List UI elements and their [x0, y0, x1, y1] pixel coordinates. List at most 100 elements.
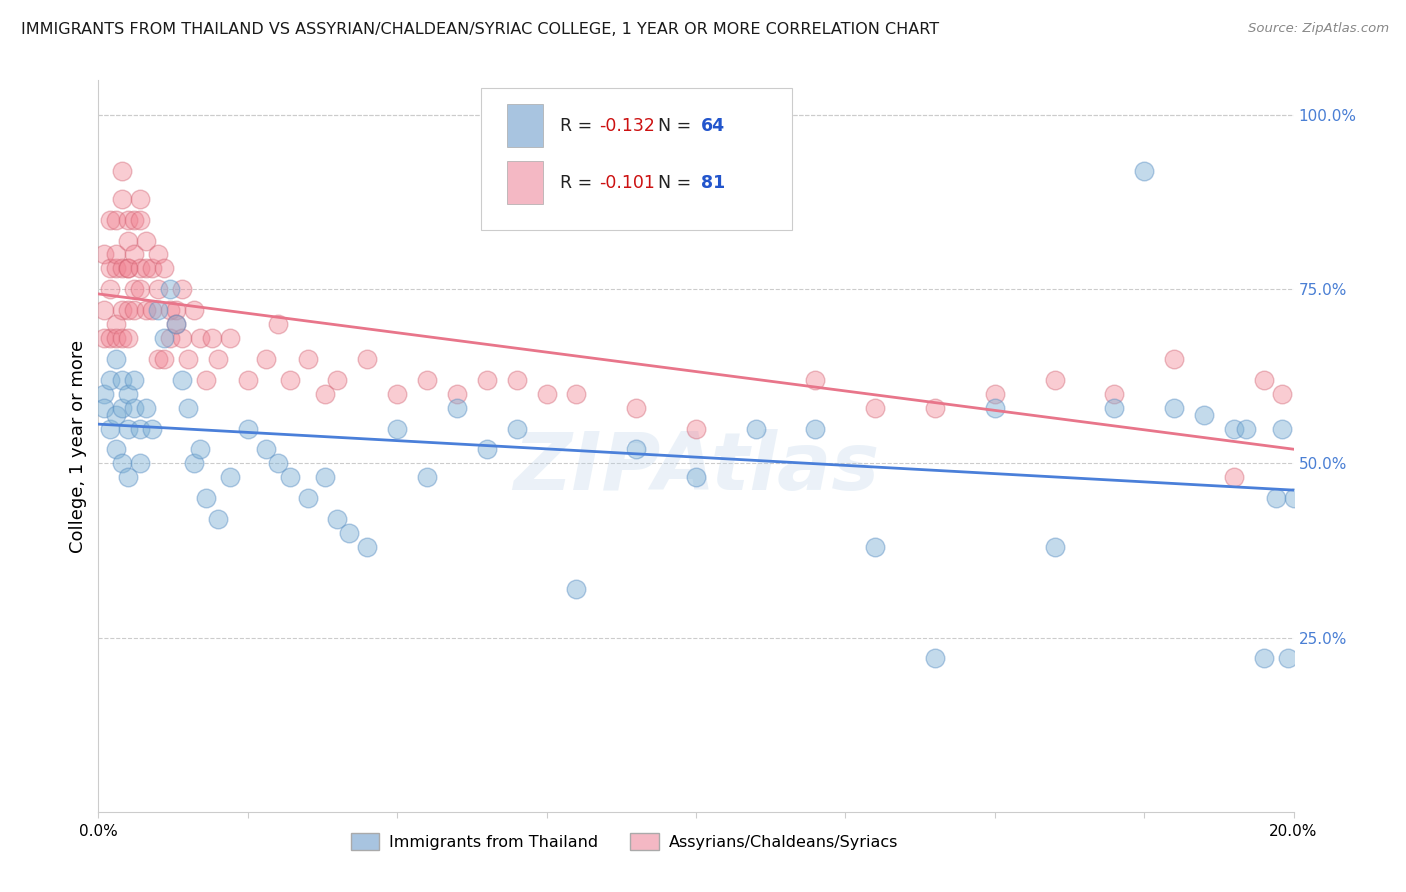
Point: [111, 303, 134, 318]
Point: [105, 212, 128, 227]
Text: N =: N =: [658, 174, 696, 192]
Point: [111, 331, 134, 345]
Point: [98, 331, 122, 345]
Point: [93, 303, 115, 318]
Point: [98, 261, 122, 276]
Point: [195, 491, 218, 506]
Point: [1104, 386, 1126, 401]
Point: [177, 351, 200, 366]
Point: [804, 373, 827, 387]
Point: [153, 331, 176, 345]
Point: [124, 373, 146, 387]
Point: [98, 373, 122, 387]
Point: [339, 526, 361, 541]
Point: [165, 317, 187, 331]
Point: [165, 303, 187, 318]
Text: Source: ZipAtlas.com: Source: ZipAtlas.com: [1249, 22, 1389, 36]
Point: [1192, 408, 1215, 422]
Point: [475, 373, 498, 387]
Text: ZIPAtlas: ZIPAtlas: [513, 429, 879, 507]
Point: [129, 282, 152, 296]
Point: [416, 470, 439, 484]
Point: [278, 373, 301, 387]
Point: [172, 331, 194, 345]
Point: [172, 282, 194, 296]
Point: [565, 582, 588, 596]
Point: [924, 401, 946, 415]
Point: [105, 442, 128, 457]
Point: [93, 247, 115, 261]
Point: [207, 512, 229, 526]
Point: [1253, 373, 1275, 387]
Point: [93, 386, 115, 401]
Point: [117, 212, 139, 227]
Point: [865, 401, 887, 415]
Point: [188, 331, 211, 345]
Point: [984, 386, 1007, 401]
Point: [124, 303, 146, 318]
Point: [129, 212, 152, 227]
Point: [626, 401, 648, 415]
Point: [105, 317, 128, 331]
Text: R =: R =: [560, 174, 598, 192]
Point: [153, 351, 176, 366]
Point: [141, 303, 163, 318]
Point: [1163, 351, 1185, 366]
Point: [356, 351, 378, 366]
Point: [98, 421, 122, 435]
Point: [124, 282, 146, 296]
Point: [141, 421, 163, 435]
Point: [117, 386, 139, 401]
Point: [278, 470, 301, 484]
Point: [188, 442, 211, 457]
Text: -0.101: -0.101: [599, 174, 655, 192]
Point: [685, 470, 707, 484]
Point: [141, 261, 163, 276]
Point: [98, 212, 122, 227]
Point: [326, 373, 349, 387]
Point: [416, 373, 439, 387]
Text: R =: R =: [560, 117, 598, 135]
Point: [124, 401, 146, 415]
Point: [129, 457, 152, 471]
Point: [356, 540, 378, 554]
Point: [207, 351, 229, 366]
Point: [446, 401, 468, 415]
Point: [1234, 421, 1257, 435]
Point: [117, 234, 139, 248]
Point: [385, 386, 409, 401]
Point: [924, 651, 946, 665]
Point: [1282, 491, 1305, 506]
Point: [165, 317, 187, 331]
Point: [135, 303, 157, 318]
Point: [685, 421, 707, 435]
Point: [105, 351, 128, 366]
Point: [219, 470, 242, 484]
Point: [105, 408, 128, 422]
Point: [135, 401, 157, 415]
Point: [201, 331, 224, 345]
Point: [326, 512, 349, 526]
Point: [984, 401, 1007, 415]
Point: [1277, 651, 1299, 665]
FancyBboxPatch shape: [508, 104, 543, 147]
Point: [297, 351, 319, 366]
Point: [159, 303, 181, 318]
Point: [236, 373, 259, 387]
Point: [626, 442, 648, 457]
Point: [865, 540, 887, 554]
Point: [117, 331, 139, 345]
Point: [475, 442, 498, 457]
Text: IMMIGRANTS FROM THAILAND VS ASSYRIAN/CHALDEAN/SYRIAC COLLEGE, 1 YEAR OR MORE COR: IMMIGRANTS FROM THAILAND VS ASSYRIAN/CHA…: [21, 22, 939, 37]
Point: [105, 261, 128, 276]
Point: [1043, 540, 1066, 554]
Point: [117, 470, 139, 484]
Point: [117, 261, 139, 276]
Point: [1271, 421, 1294, 435]
Point: [446, 386, 468, 401]
Point: [117, 261, 139, 276]
Point: [1264, 491, 1286, 506]
Point: [148, 247, 170, 261]
Point: [565, 386, 588, 401]
Point: [111, 192, 134, 206]
